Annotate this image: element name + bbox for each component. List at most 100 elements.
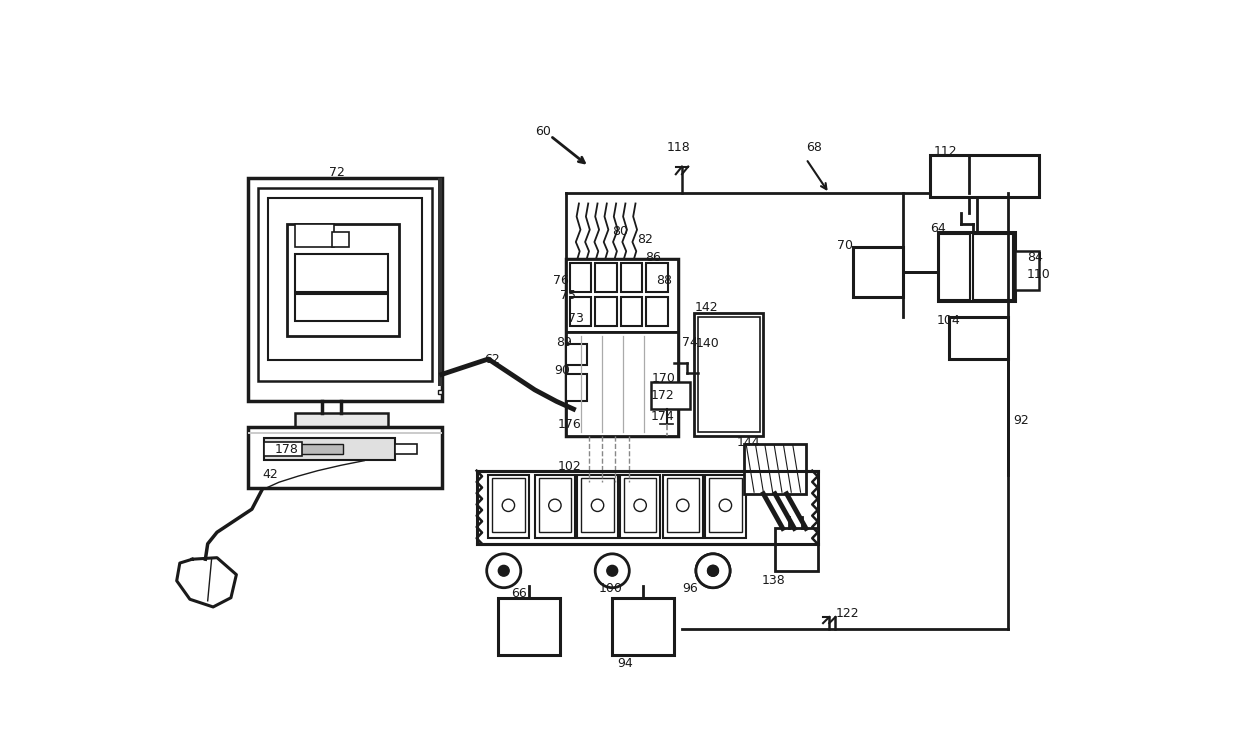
Bar bbox=[853, 248, 903, 298]
Bar bbox=[286, 225, 399, 336]
Text: 84: 84 bbox=[1027, 251, 1043, 264]
Text: 70: 70 bbox=[837, 239, 853, 251]
Bar bbox=[497, 598, 559, 656]
Text: 142: 142 bbox=[694, 301, 718, 314]
Text: 90: 90 bbox=[554, 364, 570, 377]
Bar bbox=[646, 297, 668, 326]
Bar bbox=[697, 316, 759, 432]
Text: 68: 68 bbox=[806, 141, 822, 154]
Polygon shape bbox=[176, 558, 237, 607]
Text: 140: 140 bbox=[696, 337, 719, 350]
Bar bbox=[706, 474, 745, 538]
Bar bbox=[248, 178, 441, 401]
Bar bbox=[396, 445, 417, 454]
Text: 89: 89 bbox=[557, 336, 573, 348]
Text: 104: 104 bbox=[936, 314, 960, 327]
Bar bbox=[578, 474, 618, 538]
Text: 75: 75 bbox=[559, 289, 575, 302]
Text: 174: 174 bbox=[650, 410, 675, 423]
Bar bbox=[651, 382, 689, 409]
Bar bbox=[624, 478, 656, 532]
Circle shape bbox=[677, 499, 689, 512]
Bar bbox=[595, 297, 618, 326]
Bar bbox=[613, 598, 675, 656]
Text: 170: 170 bbox=[652, 372, 676, 385]
Bar bbox=[492, 478, 525, 532]
Bar bbox=[538, 478, 572, 532]
Text: 96: 96 bbox=[682, 582, 698, 595]
Circle shape bbox=[696, 554, 730, 588]
Bar bbox=[621, 297, 642, 326]
Text: 110: 110 bbox=[1027, 268, 1050, 280]
Circle shape bbox=[708, 565, 718, 576]
Bar bbox=[263, 439, 396, 460]
Bar bbox=[565, 259, 678, 332]
Text: 102: 102 bbox=[558, 460, 582, 473]
Bar bbox=[295, 413, 387, 427]
Bar bbox=[489, 474, 528, 538]
Bar bbox=[930, 155, 1039, 198]
Bar bbox=[667, 478, 699, 532]
Text: 122: 122 bbox=[836, 606, 859, 620]
Circle shape bbox=[549, 499, 562, 512]
Text: 60: 60 bbox=[534, 125, 551, 138]
Text: 82: 82 bbox=[637, 233, 653, 246]
Bar bbox=[565, 374, 588, 401]
Bar bbox=[582, 478, 614, 532]
Bar bbox=[565, 344, 588, 366]
Bar bbox=[693, 313, 764, 436]
Text: 112: 112 bbox=[934, 145, 957, 157]
Bar bbox=[662, 474, 703, 538]
Bar bbox=[621, 263, 642, 292]
Text: 74: 74 bbox=[682, 336, 698, 348]
Bar bbox=[258, 188, 432, 380]
Text: 88: 88 bbox=[656, 274, 672, 287]
Circle shape bbox=[486, 554, 521, 588]
Text: 138: 138 bbox=[761, 574, 786, 587]
Text: 80: 80 bbox=[613, 225, 629, 239]
Bar bbox=[565, 259, 678, 436]
Text: 72: 72 bbox=[330, 166, 345, 179]
Circle shape bbox=[634, 499, 646, 512]
Bar bbox=[569, 297, 591, 326]
Text: 42: 42 bbox=[262, 468, 278, 481]
Bar bbox=[295, 294, 388, 321]
Text: 66: 66 bbox=[511, 587, 527, 601]
Text: 118: 118 bbox=[667, 141, 691, 154]
Circle shape bbox=[591, 499, 604, 512]
Text: 62: 62 bbox=[485, 353, 500, 366]
Text: 176: 176 bbox=[557, 418, 582, 431]
Text: 144: 144 bbox=[737, 436, 760, 448]
Bar bbox=[438, 178, 441, 386]
Text: 172: 172 bbox=[651, 389, 675, 403]
Bar bbox=[595, 263, 618, 292]
Bar bbox=[295, 225, 334, 248]
Text: 94: 94 bbox=[618, 656, 632, 670]
Bar bbox=[620, 474, 660, 538]
Text: 100: 100 bbox=[598, 582, 622, 595]
Bar bbox=[950, 316, 1007, 359]
Bar bbox=[332, 232, 348, 248]
Text: 73: 73 bbox=[568, 313, 584, 325]
Bar bbox=[534, 474, 575, 538]
Bar bbox=[775, 528, 817, 571]
Bar bbox=[268, 198, 422, 360]
Circle shape bbox=[502, 499, 515, 512]
Bar bbox=[248, 432, 441, 433]
Circle shape bbox=[498, 565, 510, 576]
Bar bbox=[476, 471, 817, 544]
Bar bbox=[248, 427, 441, 489]
Bar bbox=[438, 390, 441, 394]
Circle shape bbox=[595, 554, 629, 588]
Text: 76: 76 bbox=[553, 274, 569, 287]
Circle shape bbox=[696, 554, 730, 588]
Bar bbox=[569, 263, 591, 292]
Circle shape bbox=[719, 499, 732, 512]
Bar bbox=[940, 233, 971, 300]
Bar bbox=[972, 233, 1013, 300]
Text: 178: 178 bbox=[275, 442, 299, 456]
Bar bbox=[1016, 251, 1039, 289]
Bar bbox=[646, 263, 668, 292]
Bar bbox=[273, 445, 342, 454]
Bar bbox=[263, 442, 303, 456]
